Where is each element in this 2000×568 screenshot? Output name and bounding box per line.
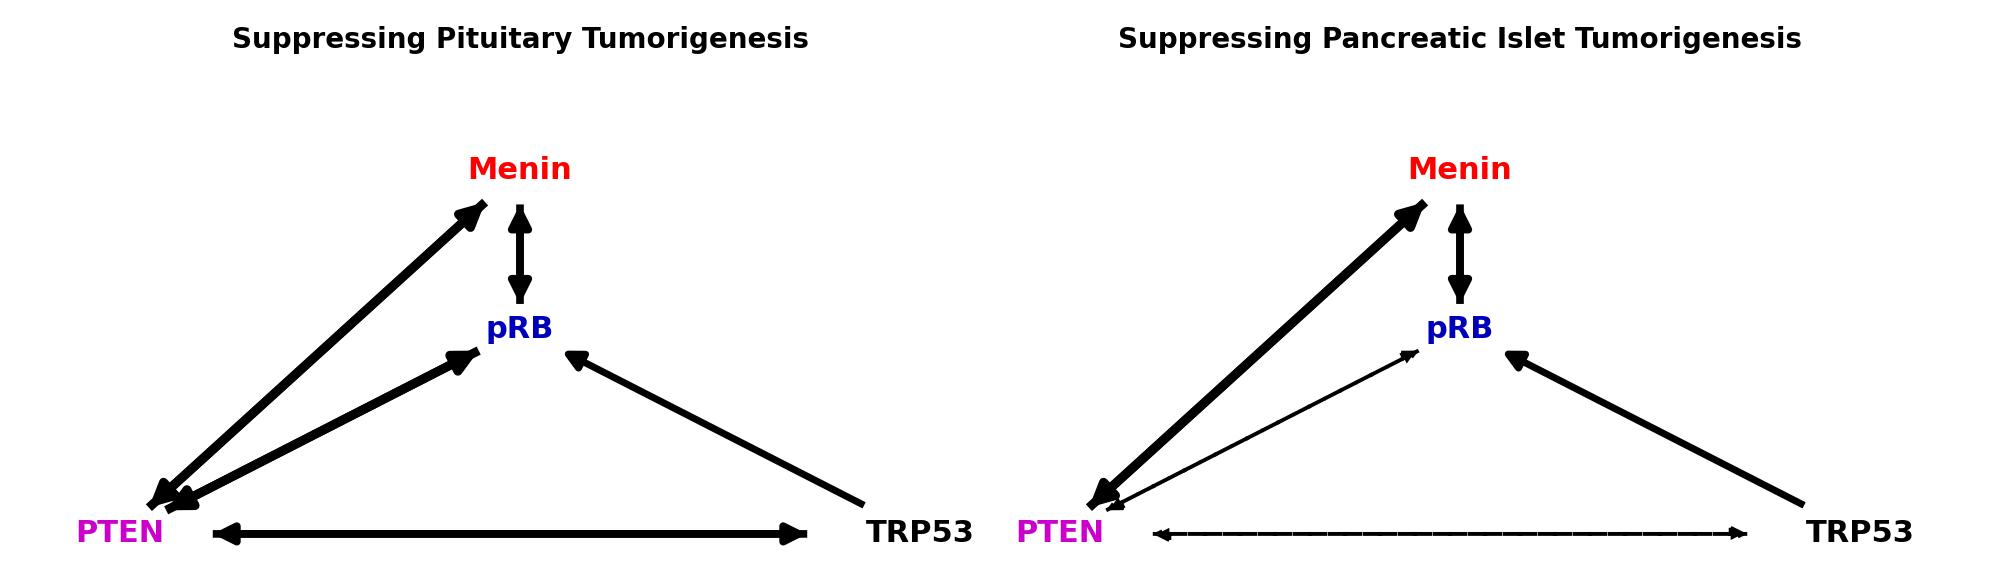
FancyArrowPatch shape bbox=[1452, 213, 1468, 304]
FancyArrowPatch shape bbox=[1110, 350, 1418, 508]
FancyArrowPatch shape bbox=[222, 526, 808, 542]
FancyArrowPatch shape bbox=[568, 354, 864, 506]
FancyArrowPatch shape bbox=[1158, 528, 1748, 540]
Text: Menin: Menin bbox=[1408, 156, 1512, 185]
FancyArrowPatch shape bbox=[1152, 528, 1742, 540]
Text: Suppressing Pituitary Tumorigenesis: Suppressing Pituitary Tumorigenesis bbox=[232, 26, 808, 54]
FancyArrowPatch shape bbox=[1088, 209, 1418, 508]
FancyArrowPatch shape bbox=[1096, 202, 1426, 501]
FancyArrowPatch shape bbox=[512, 204, 528, 295]
FancyArrowPatch shape bbox=[212, 526, 798, 542]
Text: Menin: Menin bbox=[468, 156, 572, 185]
FancyArrowPatch shape bbox=[1452, 204, 1468, 295]
FancyArrowPatch shape bbox=[166, 355, 470, 510]
FancyArrowPatch shape bbox=[1106, 353, 1414, 510]
FancyArrowPatch shape bbox=[156, 202, 486, 501]
Text: pRB: pRB bbox=[1426, 315, 1494, 344]
Text: TRP53: TRP53 bbox=[1806, 519, 1914, 549]
Text: pRB: pRB bbox=[486, 315, 554, 344]
Text: PTEN: PTEN bbox=[76, 519, 164, 549]
FancyArrowPatch shape bbox=[176, 350, 478, 506]
FancyArrowPatch shape bbox=[1508, 354, 1804, 506]
Text: PTEN: PTEN bbox=[1016, 519, 1104, 549]
FancyArrowPatch shape bbox=[512, 213, 528, 304]
FancyArrowPatch shape bbox=[148, 209, 478, 508]
Text: TRP53: TRP53 bbox=[866, 519, 974, 549]
Text: Suppressing Pancreatic Islet Tumorigenesis: Suppressing Pancreatic Islet Tumorigenes… bbox=[1118, 26, 1802, 54]
